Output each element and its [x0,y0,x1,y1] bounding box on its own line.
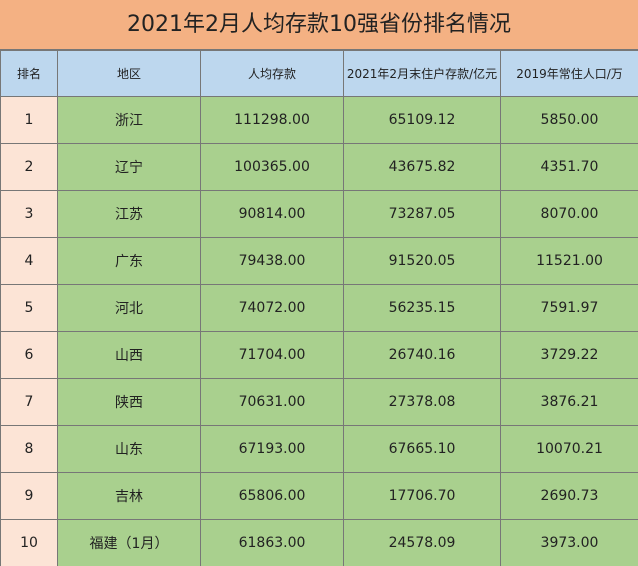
table-row: 5 河北 74072.00 56235.15 7591.97 [0,284,638,332]
data-cell: 111298.00 [200,96,344,144]
data-cell: 70631.00 [200,378,344,426]
data-cell: 65109.12 [343,96,501,144]
table-row: 1 浙江 111298.00 65109.12 5850.00 [0,96,638,144]
rank-cell: 8 [0,425,58,473]
ranking-table: 排名 地区 人均存款 2021年2月末住户存款/亿元 2019年常住人口/万 1 浙江 11… [0,50,638,566]
table-row: 9 吉林 65806.00 17706.70 2690.73 [0,472,638,520]
rank-cell: 1 [0,96,58,144]
data-cell: 山西 [57,331,201,379]
data-cell: 61863.00 [200,519,344,566]
table-row: 2 辽宁 100365.00 43675.82 4351.70 [0,143,638,191]
table-body: 1 浙江 111298.00 65109.12 5850.00 2 辽宁 100365.00 4… [0,96,638,566]
data-cell: 浙江 [57,96,201,144]
table-row: 4 广东 79438.00 91520.05 11521.00 [0,237,638,285]
header-row: 排名 地区 人均存款 2021年2月末住户存款/亿元 2019年常住人口/万 [0,50,638,97]
rank-cell: 3 [0,190,58,238]
data-cell: 3876.21 [500,378,638,426]
data-cell: 11521.00 [500,237,638,285]
data-cell: 65806.00 [200,472,344,520]
data-cell: 17706.70 [343,472,501,520]
header-cell: 人均存款 [200,50,344,97]
data-cell: 10070.21 [500,425,638,473]
data-cell: 5850.00 [500,96,638,144]
data-cell: 河北 [57,284,201,332]
table-row: 8 山东 67193.00 67665.10 10070.21 [0,425,638,473]
table-row: 6 山西 71704.00 26740.16 3729.22 [0,331,638,379]
data-cell: 27378.08 [343,378,501,426]
data-cell: 辽宁 [57,143,201,191]
rank-cell: 9 [0,472,58,520]
data-cell: 67193.00 [200,425,344,473]
data-cell: 3729.22 [500,331,638,379]
header-cell: 排名 [0,50,58,97]
rank-cell: 6 [0,331,58,379]
data-cell: 73287.05 [343,190,501,238]
header-cell: 2019年常住人口/万 [500,50,638,97]
data-cell: 7591.97 [500,284,638,332]
data-cell: 90814.00 [200,190,344,238]
rank-cell: 7 [0,378,58,426]
data-cell: 4351.70 [500,143,638,191]
title: 2021年2月人均存款10强省份排名情况 [0,0,638,50]
data-cell: 74072.00 [200,284,344,332]
data-cell: 8070.00 [500,190,638,238]
data-cell: 吉林 [57,472,201,520]
data-cell: 福建（1月） [57,519,201,566]
table-row: 3 江苏 90814.00 73287.05 8070.00 [0,190,638,238]
data-cell: 56235.15 [343,284,501,332]
data-cell: 2690.73 [500,472,638,520]
rank-cell: 5 [0,284,58,332]
data-cell: 91520.05 [343,237,501,285]
data-cell: 山东 [57,425,201,473]
data-cell: 67665.10 [343,425,501,473]
data-cell: 3973.00 [500,519,638,566]
data-cell: 24578.09 [343,519,501,566]
rank-cell: 2 [0,143,58,191]
data-cell: 陕西 [57,378,201,426]
data-cell: 79438.00 [200,237,344,285]
data-cell: 广东 [57,237,201,285]
header-cell: 2021年2月末住户存款/亿元 [343,50,501,97]
data-cell: 江苏 [57,190,201,238]
data-cell: 43675.82 [343,143,501,191]
rank-cell: 4 [0,237,58,285]
table-row: 10 福建（1月） 61863.00 24578.09 3973.00 [0,519,638,566]
data-cell: 100365.00 [200,143,344,191]
rank-cell: 10 [0,519,58,566]
data-cell: 71704.00 [200,331,344,379]
data-cell: 26740.16 [343,331,501,379]
header-cell: 地区 [57,50,201,97]
table-row: 7 陕西 70631.00 27378.08 3876.21 [0,378,638,426]
